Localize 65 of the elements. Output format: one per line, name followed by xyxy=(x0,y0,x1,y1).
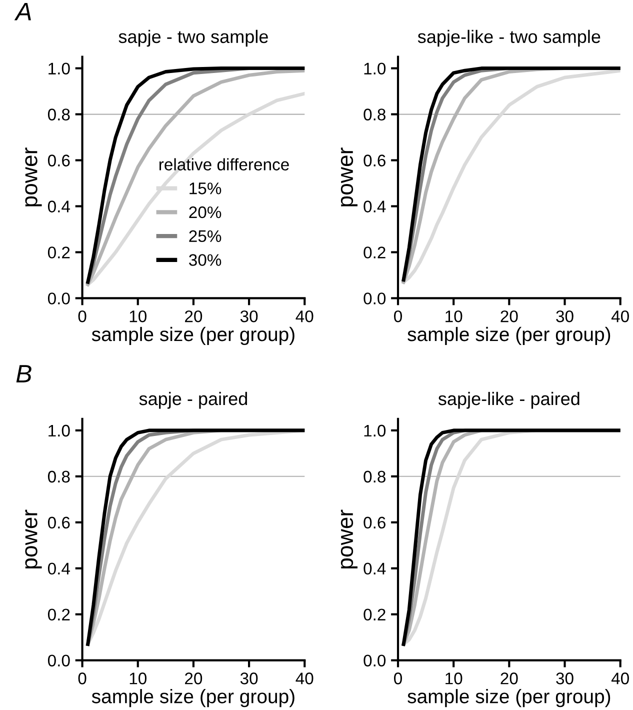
y-tick-label: 0.8 xyxy=(48,108,70,120)
x-tick-label: 40 xyxy=(611,672,629,684)
x-tick-label: 10 xyxy=(130,672,146,684)
x-tick-label: 0 xyxy=(78,310,86,322)
x-tick-label: 30 xyxy=(556,310,574,322)
y-tick-label: 0.2 xyxy=(48,246,70,258)
chart-title: sapje - two sample xyxy=(118,30,268,47)
x-axis-title: sample size (per group) xyxy=(92,689,294,708)
x-tick-label: 40 xyxy=(296,672,314,684)
y-axis-title: power xyxy=(340,148,358,206)
y-tick-label: 0.2 xyxy=(48,608,70,621)
y-tick-label: 0.6 xyxy=(364,154,386,166)
y-tick-label: 1.0 xyxy=(364,424,386,437)
y-tick-label: 0.4 xyxy=(364,562,386,575)
x-axis-title: sample size (per group) xyxy=(408,689,610,708)
y-axis-title: power xyxy=(25,148,42,206)
x-axis-title: sample size (per group) xyxy=(408,326,610,346)
x-axis-title: sample size (per group) xyxy=(92,326,294,346)
y-tick-label: 0.8 xyxy=(48,470,70,483)
y-axis-title: power xyxy=(340,510,358,568)
legend-label: 25% xyxy=(189,230,222,242)
text: B xyxy=(16,365,32,382)
x-tick-label: 40 xyxy=(611,310,629,322)
x-tick-label: 20 xyxy=(500,310,518,322)
line-series xyxy=(402,428,620,646)
text: A xyxy=(14,3,31,20)
y-tick-label: 0.8 xyxy=(364,470,386,483)
y-tick-label: 1.0 xyxy=(48,424,70,437)
x-tick-label: 0 xyxy=(394,310,402,322)
y-tick-label: 0.6 xyxy=(364,516,386,529)
y-tick-label: 0.0 xyxy=(48,654,70,667)
y-tick-label: 0.8 xyxy=(364,108,386,120)
legend-title: relative difference xyxy=(159,158,289,170)
x-tick-label: 30 xyxy=(556,672,574,684)
x-tick-label: 20 xyxy=(185,672,202,684)
x-tick-label: 20 xyxy=(500,672,518,684)
y-tick-label: 0.6 xyxy=(48,516,70,529)
x-tick-label: 10 xyxy=(446,310,462,322)
x-tick-label: 0 xyxy=(78,672,86,684)
x-tick-label: 40 xyxy=(296,310,314,322)
legend-label: 20% xyxy=(189,206,222,218)
y-tick-label: 0.6 xyxy=(48,154,70,166)
y-tick-label: 0.2 xyxy=(364,246,386,258)
x-tick-label: 10 xyxy=(130,310,146,322)
chart-title: sapje-like - paired xyxy=(438,392,580,409)
y-tick-label: 0.0 xyxy=(48,292,70,304)
y-tick-label: 0.4 xyxy=(48,562,70,575)
x-tick-label: 30 xyxy=(240,672,258,684)
chart-title: sapje-like - two sample xyxy=(418,30,600,47)
chart-title: sapje - paired xyxy=(139,392,247,409)
x-tick-label: 0 xyxy=(394,672,402,684)
y-tick-label: 1.0 xyxy=(48,62,70,74)
legend-label: 30% xyxy=(189,254,222,266)
line-series xyxy=(86,428,305,646)
x-tick-label: 30 xyxy=(240,310,258,322)
y-tick-label: 1.0 xyxy=(364,62,386,74)
x-tick-label: 20 xyxy=(185,310,202,322)
y-tick-label: 0.0 xyxy=(364,292,386,304)
y-tick-label: 0.4 xyxy=(48,200,70,212)
y-tick-label: 0.4 xyxy=(364,200,386,212)
y-tick-label: 0.0 xyxy=(364,654,386,667)
y-axis-title: power xyxy=(25,510,42,568)
x-tick-label: 10 xyxy=(446,672,462,684)
y-tick-label: 0.2 xyxy=(364,608,386,621)
legend-label: 15% xyxy=(190,182,222,194)
